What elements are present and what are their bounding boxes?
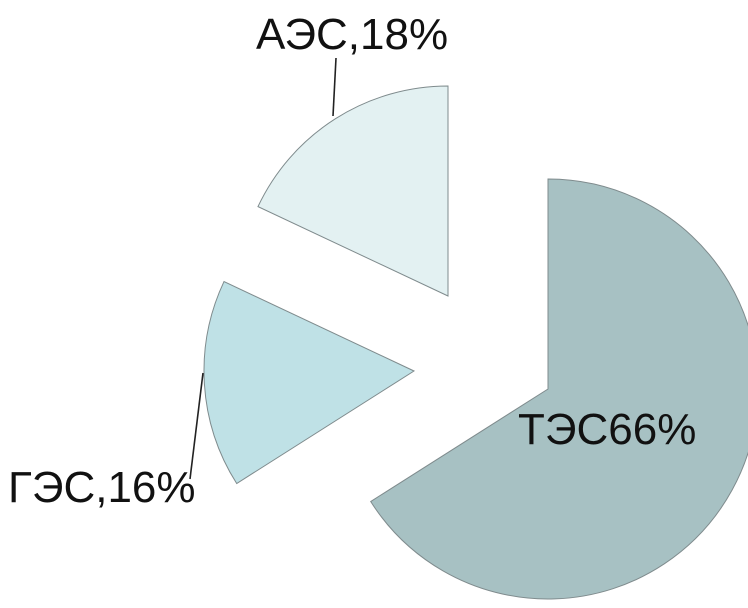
slice-label-aes: АЭС,18% [256,10,448,59]
slice-label-ges: ГЭС,16% [8,463,196,512]
pie-slices [190,58,748,599]
leader-line-aes [333,58,336,116]
slice-ges [204,282,414,484]
slice-aes [258,86,448,296]
slice-label-tes: ТЭС66% [518,405,696,454]
